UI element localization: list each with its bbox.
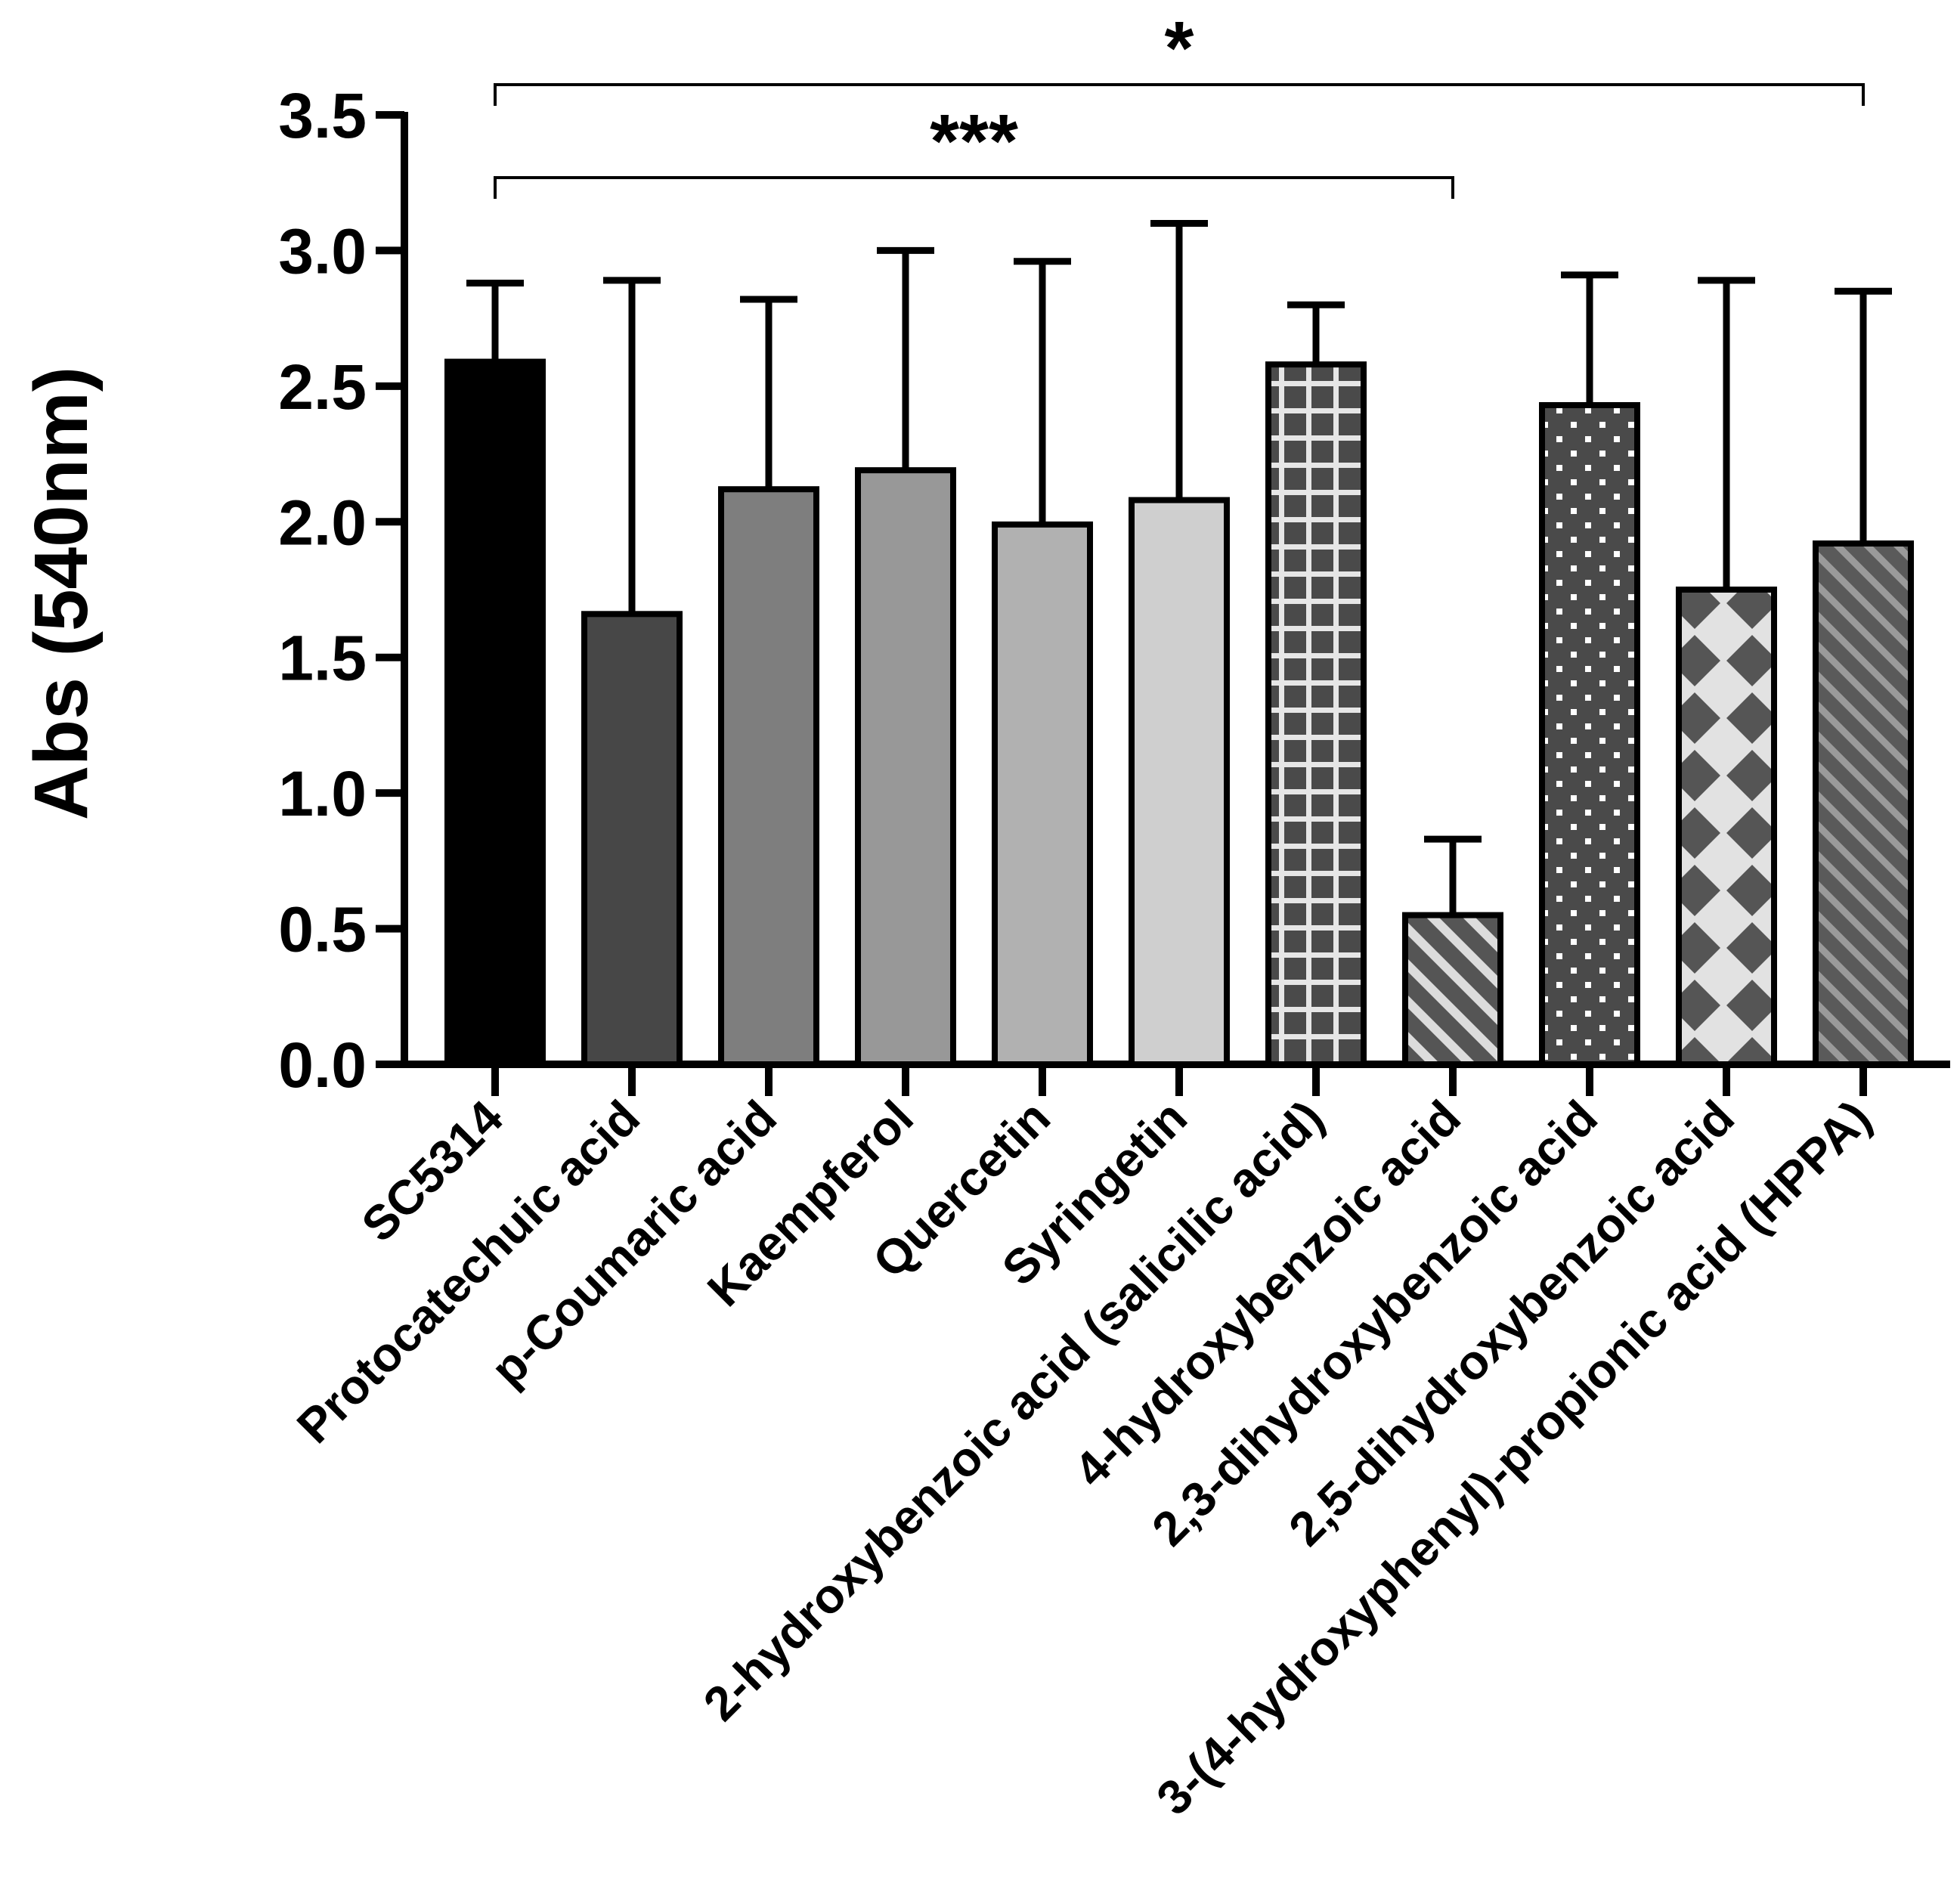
bar (1265, 361, 1367, 1067)
significance-brackets: **** (494, 6, 1865, 199)
bar (992, 521, 1093, 1067)
significance-label: * (1165, 6, 1194, 91)
bar (1129, 497, 1230, 1067)
bar (1402, 912, 1503, 1067)
y-tick-label: 0.5 (278, 894, 367, 965)
error-bars (466, 220, 1892, 915)
bar (581, 611, 683, 1067)
significance-bracket (494, 176, 1454, 199)
bar (444, 358, 546, 1067)
y-tick-label: 1.5 (278, 623, 367, 694)
y-axis-title: Abs (540nm) (19, 367, 104, 820)
bar (1539, 401, 1640, 1067)
y-tick-label: 1.0 (278, 758, 367, 829)
bar (855, 467, 956, 1067)
y-tick-label: 0.0 (278, 1030, 367, 1101)
bar (1813, 540, 1914, 1067)
significance-bracket (494, 83, 1865, 106)
y-tick-label: 2.5 (278, 351, 367, 423)
axes: 0.0 0.5 1.0 1.5 2.0 2.5 3.0 3.5 (278, 80, 1950, 1101)
y-tick-label: 3.0 (278, 215, 367, 286)
y-tick-label: 3.5 (278, 80, 367, 151)
y-tick-label: 2.0 (278, 487, 367, 558)
significance-label: *** (930, 99, 1018, 184)
bar (1676, 587, 1777, 1067)
bar (718, 486, 819, 1067)
